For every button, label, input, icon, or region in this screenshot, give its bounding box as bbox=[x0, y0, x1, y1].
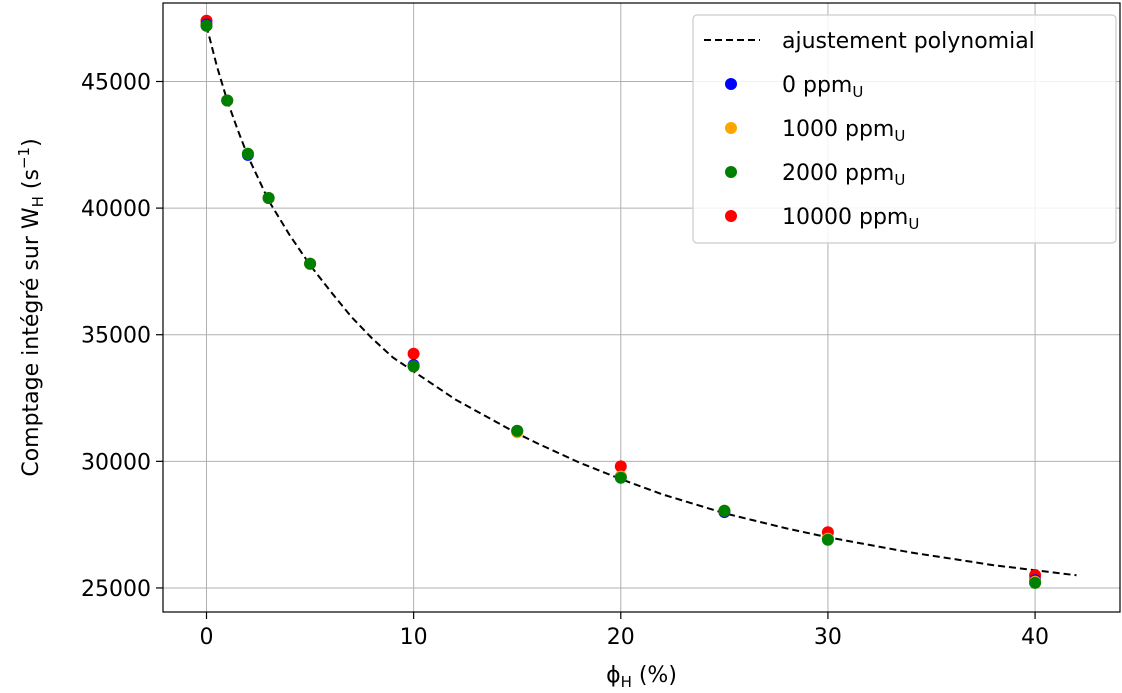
legend-fit-label: ajustement polynomial bbox=[782, 29, 1035, 54]
legend-label: 10000 ppmU bbox=[782, 205, 919, 233]
y-axis-label-text: Comptage intégré sur W bbox=[19, 207, 44, 477]
data-point bbox=[262, 192, 275, 204]
legend-label: 1000 ppmU bbox=[782, 117, 905, 145]
data-point bbox=[614, 471, 627, 484]
legend-box bbox=[692, 14, 1117, 244]
data-point bbox=[200, 19, 213, 32]
data-point bbox=[614, 460, 627, 473]
y-axis-label-unit-close: ) bbox=[19, 138, 44, 147]
legend-label-text: 10000 ppm bbox=[782, 205, 908, 230]
axis-ticks: 0 10 20 30 40 25000 30000 35000 40000 45000 bbox=[81, 70, 1049, 650]
legend-label-text: 2000 ppm bbox=[782, 161, 894, 186]
x-axis-label-symbol: ϕ bbox=[606, 663, 621, 688]
legend-label-text: 0 ppm bbox=[782, 73, 852, 98]
y-axis-label-unit-open: (s bbox=[19, 169, 44, 196]
data-point bbox=[241, 147, 254, 160]
legend-label-subscript: U bbox=[908, 215, 919, 233]
y-tick-label: 35000 bbox=[81, 324, 151, 349]
x-axis-label: ϕH (%) bbox=[606, 663, 677, 691]
legend-label-subscript: U bbox=[852, 83, 863, 101]
y-axis-label-subscript: H bbox=[29, 196, 47, 207]
series-2000-ppm-points bbox=[200, 19, 1042, 589]
plot-frame bbox=[162, 2, 1121, 613]
x-axis-label-unit: (%) bbox=[632, 663, 677, 688]
data-point bbox=[511, 424, 524, 437]
y-tick-label: 45000 bbox=[81, 70, 151, 95]
legend-label-subscript: U bbox=[894, 127, 905, 145]
legend-label-text: 1000 ppm bbox=[782, 117, 894, 142]
scatter-points bbox=[200, 14, 1042, 589]
x-tick-label: 0 bbox=[200, 625, 214, 650]
x-tick-label: 20 bbox=[607, 625, 635, 650]
x-tick-label: 40 bbox=[1021, 625, 1049, 650]
data-point bbox=[821, 533, 834, 546]
y-tick-label: 30000 bbox=[81, 450, 151, 475]
x-tick-label: 10 bbox=[400, 625, 428, 650]
legend-swatch bbox=[725, 166, 737, 178]
data-point bbox=[304, 257, 317, 270]
y-axis-label: Comptage intégré sur WH (s−1) bbox=[15, 138, 47, 476]
legend-swatch bbox=[725, 210, 737, 222]
x-axis-label-subscript: H bbox=[621, 673, 632, 691]
legend-swatch bbox=[725, 78, 737, 90]
data-point bbox=[718, 504, 731, 517]
data-point bbox=[221, 94, 234, 107]
y-tick-label: 40000 bbox=[81, 197, 151, 222]
legend-label-subscript: U bbox=[894, 171, 905, 189]
legend-label: 0 ppmU bbox=[782, 73, 863, 101]
y-axis-label-superscript: −1 bbox=[15, 147, 33, 169]
legend-label: 2000 ppmU bbox=[782, 161, 905, 189]
legend-swatch bbox=[725, 122, 737, 134]
data-point bbox=[407, 347, 420, 360]
x-tick-label: 30 bbox=[814, 625, 842, 650]
data-point bbox=[1029, 576, 1042, 589]
data-point bbox=[407, 360, 420, 373]
y-tick-label: 25000 bbox=[81, 577, 151, 602]
